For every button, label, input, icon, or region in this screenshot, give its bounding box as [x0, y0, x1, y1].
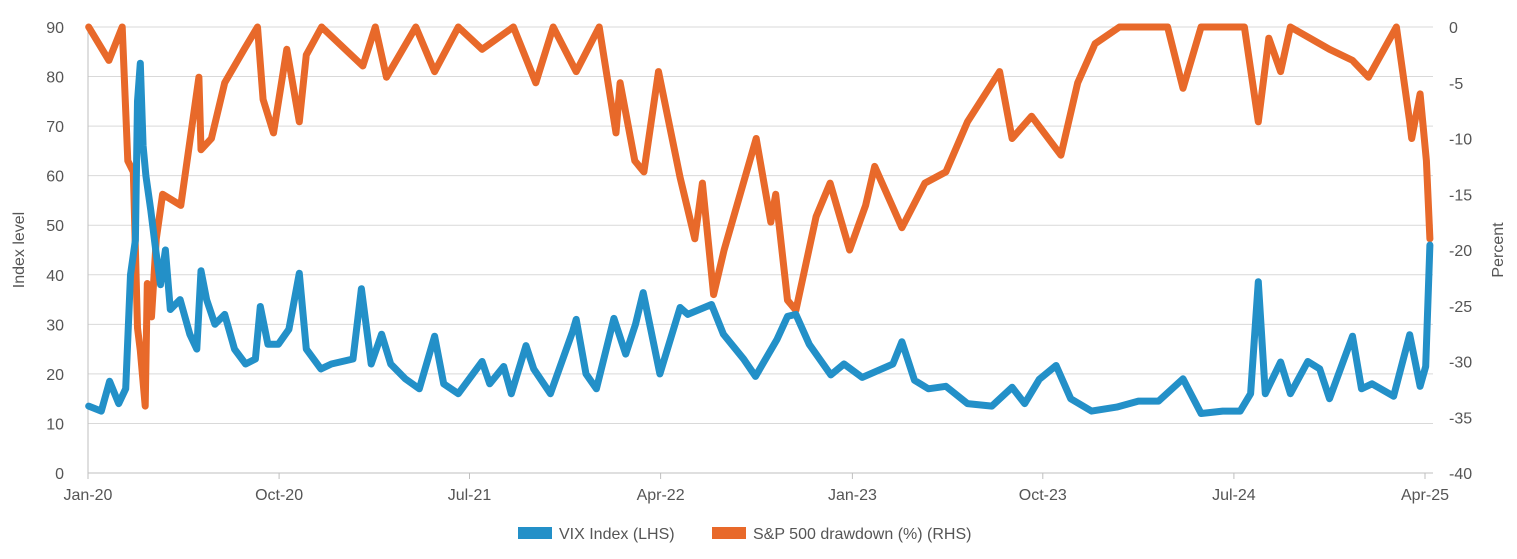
- y-axis-label-left: Index level: [11, 212, 28, 289]
- x-tick-label: Jul-21: [448, 487, 492, 504]
- x-tick-label: Oct-23: [1019, 487, 1067, 504]
- series-lines: [85, 23, 1434, 417]
- tick-labels: 0 10 20 30 40 50 60 70 80 90 -40 -35 -30 -25 -20 -15 -10…: [46, 20, 1472, 504]
- x-tick-label: Apr-22: [637, 487, 685, 504]
- y-tick-label-right: -40: [1449, 466, 1472, 483]
- y-tick-label-left: 0: [55, 466, 64, 483]
- x-tick-label: Oct-20: [255, 487, 303, 504]
- y-tick-label-right: -30: [1449, 355, 1472, 372]
- y-tick-label-left: 30: [46, 317, 64, 334]
- vix-series-line: [85, 59, 1434, 417]
- legend-label-drawdown: S&P 500 drawdown (%) (RHS): [753, 526, 971, 543]
- y-tick-label-right: -20: [1449, 243, 1472, 260]
- y-tick-label-right: -15: [1449, 187, 1472, 204]
- legend-swatch-drawdown: [712, 527, 746, 539]
- x-tick-label: Jul-24: [1212, 487, 1256, 504]
- y-tick-label-right: -5: [1449, 76, 1463, 93]
- legend-label-vix: VIX Index (LHS): [559, 526, 675, 543]
- y-tick-label-left: 20: [46, 367, 64, 384]
- y-tick-label-left: 40: [46, 268, 64, 285]
- y-tick-label-left: 90: [46, 20, 64, 37]
- y-tick-label-right: 0: [1449, 20, 1458, 37]
- y-tick-label-left: 50: [46, 218, 64, 235]
- y-tick-label-right: -35: [1449, 410, 1472, 427]
- y-tick-label-left: 70: [46, 119, 64, 136]
- legend-swatch-vix: [518, 527, 552, 539]
- y-axis-label-right: Percent: [1490, 222, 1507, 278]
- x-tick-label: Jan-23: [828, 487, 877, 504]
- legend: VIX Index (LHS) S&P 500 drawdown (%) (RH…: [518, 526, 971, 543]
- y-tick-label-left: 80: [46, 70, 64, 87]
- drawdown-series-line: [85, 23, 1434, 410]
- y-tick-label-right: -10: [1449, 132, 1472, 149]
- y-tick-label-left: 10: [46, 416, 64, 433]
- y-tick-label-left: 60: [46, 169, 64, 186]
- x-tick-label: Apr-25: [1401, 487, 1449, 504]
- x-tick-label: Jan-20: [64, 487, 113, 504]
- y-tick-label-right: -25: [1449, 299, 1472, 316]
